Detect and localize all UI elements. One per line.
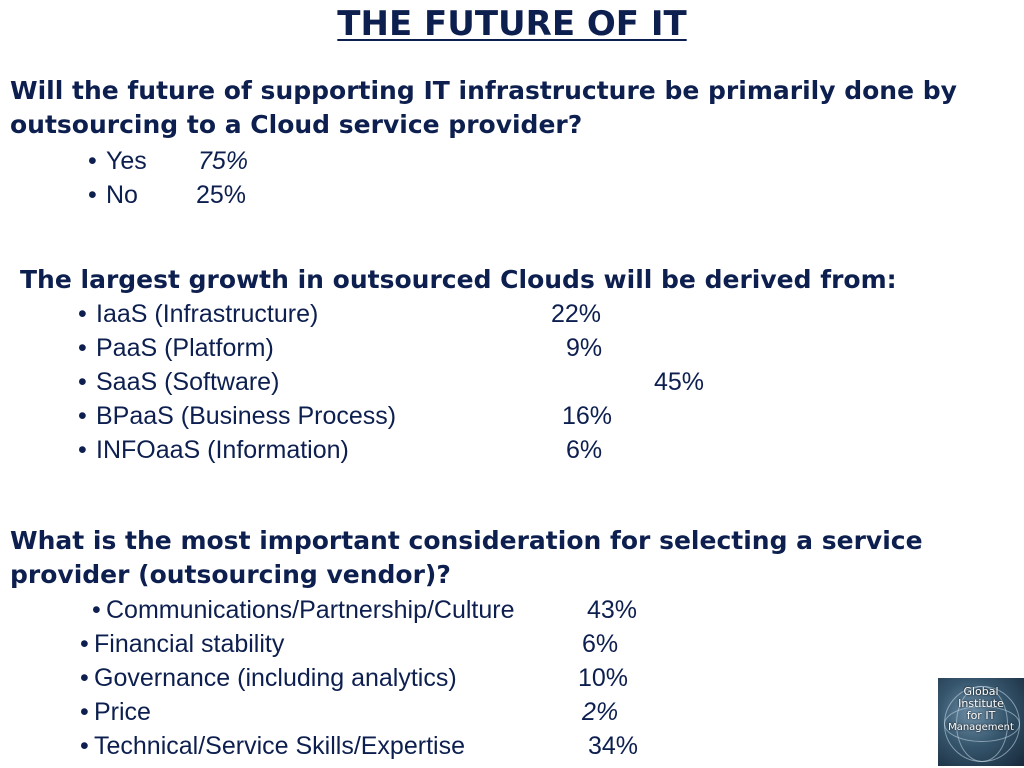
- item-label: Governance (including analytics): [94, 664, 457, 692]
- bullet-icon: •: [78, 300, 87, 328]
- item-label: IaaS (Infrastructure): [96, 300, 319, 328]
- item-label: SaaS (Software): [96, 368, 280, 396]
- item-value-price: 2%: [582, 698, 619, 726]
- question-3: What is the most important consideration…: [10, 524, 923, 592]
- item-value-technical: 34%: [588, 732, 639, 760]
- item-label: Price: [94, 698, 151, 726]
- bullet-icon: •: [88, 181, 97, 209]
- item-label: Financial stability: [94, 630, 285, 658]
- page-title: THE FUTURE OF IT: [337, 4, 687, 44]
- list-item-yes: • Yes: [88, 145, 147, 177]
- logo-text-line-1: Global: [963, 685, 999, 698]
- list-item-communications: • Communications/Partnership/Culture: [92, 594, 515, 626]
- bullet-icon: •: [88, 147, 97, 175]
- list-item-iaas: • IaaS (Infrastructure): [78, 298, 318, 330]
- list-item-no: • No: [88, 179, 138, 211]
- item-value-yes: 75%: [198, 147, 249, 175]
- bullet-icon: •: [80, 698, 89, 726]
- question-1-line-2: outsourcing to a Cloud service provider?: [10, 110, 583, 139]
- item-label: Communications/Partnership/Culture: [106, 596, 515, 624]
- item-value-financial: 6%: [582, 630, 619, 658]
- question-3-line-2: provider (outsourcing vendor)?: [10, 560, 451, 589]
- list-item-price: • Price: [80, 696, 151, 728]
- list-item-infoaas: • INFOaaS (Information): [78, 434, 349, 466]
- item-value-bpaas: 16%: [562, 402, 613, 430]
- question-2-line-1: The largest growth in outsourced Clouds …: [20, 265, 897, 294]
- list-item-saas: • SaaS (Software): [78, 366, 279, 398]
- question-3-line-1: What is the most important consideration…: [10, 526, 923, 555]
- item-label: Technical/Service Skills/Expertise: [94, 732, 465, 760]
- bullet-icon: •: [80, 664, 89, 692]
- bullet-icon: •: [78, 402, 87, 430]
- logo-text-line-3: for IT: [966, 709, 996, 722]
- item-label: Yes: [106, 147, 147, 175]
- item-value-infoaas: 6%: [566, 436, 603, 464]
- logo-text-line-2: Institute: [958, 697, 1004, 710]
- list-item-governance: • Governance (including analytics): [80, 662, 457, 694]
- bullet-icon: •: [80, 630, 89, 658]
- gitm-logo: Global Institute for IT Management: [938, 678, 1024, 766]
- list-item-bpaas: • BPaaS (Business Process): [78, 400, 396, 432]
- question-1: Will the future of supporting IT infrast…: [10, 74, 957, 142]
- item-label: INFOaaS (Information): [96, 436, 349, 464]
- item-value-no: 25%: [196, 181, 247, 209]
- item-value-iaas: 22%: [551, 300, 602, 328]
- item-label: PaaS (Platform): [96, 334, 274, 362]
- question-2: The largest growth in outsourced Clouds …: [20, 263, 897, 297]
- question-1-line-1: Will the future of supporting IT infrast…: [10, 76, 957, 105]
- logo-text-line-4: Management: [948, 722, 1014, 733]
- list-item-financial: • Financial stability: [80, 628, 284, 660]
- bullet-icon: •: [80, 732, 89, 760]
- item-label: BPaaS (Business Process): [96, 402, 397, 430]
- list-item-technical: • Technical/Service Skills/Expertise: [80, 730, 465, 762]
- bullet-icon: •: [78, 436, 87, 464]
- item-value-communications: 43%: [587, 596, 638, 624]
- item-value-saas: 45%: [654, 368, 705, 396]
- bullet-icon: •: [92, 596, 101, 624]
- bullet-icon: •: [78, 334, 87, 362]
- bullet-icon: •: [78, 368, 87, 396]
- item-value-paas: 9%: [566, 334, 603, 362]
- item-label: No: [106, 181, 138, 209]
- item-value-governance: 10%: [578, 664, 629, 692]
- list-item-paas: • PaaS (Platform): [78, 332, 274, 364]
